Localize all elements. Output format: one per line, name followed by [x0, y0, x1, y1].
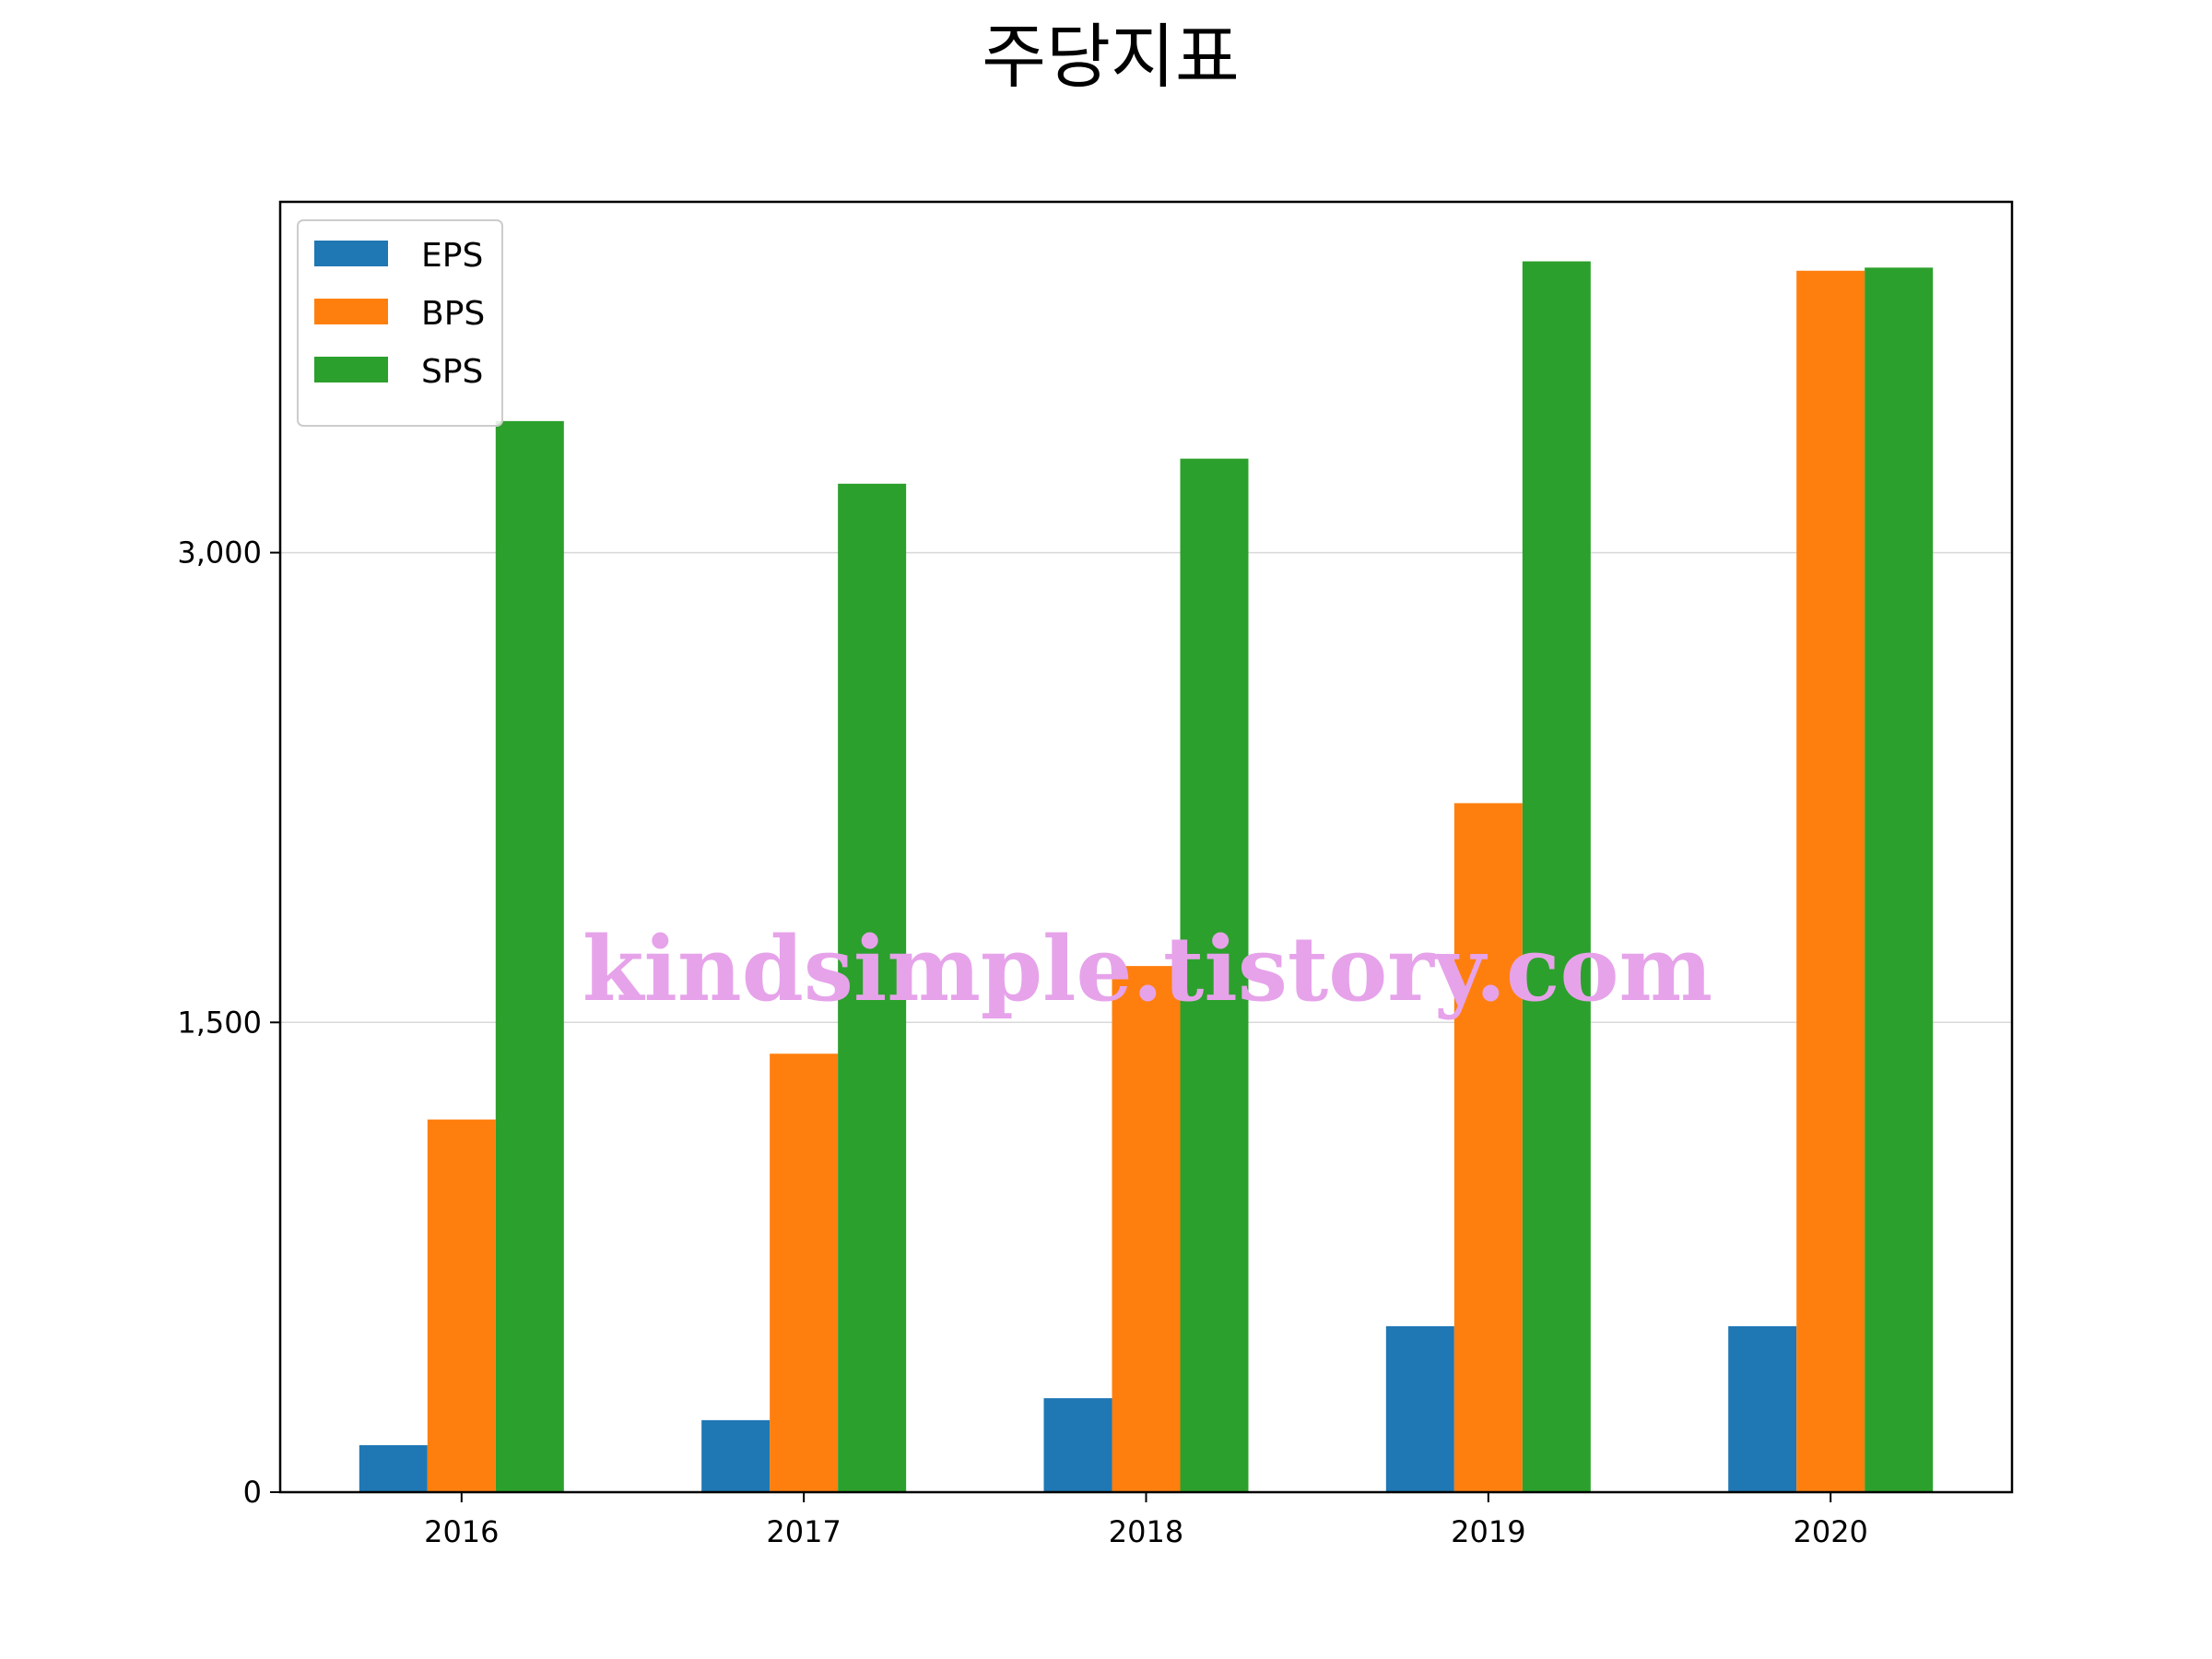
- bar-bps-2019: [1453, 803, 1523, 1492]
- y-tick-label: 1,500: [177, 1005, 262, 1040]
- legend-swatch-sps: [314, 357, 388, 382]
- bar-bps-2017: [770, 1053, 839, 1492]
- bar-bps-2016: [427, 1119, 496, 1492]
- x-tick-label: 2016: [424, 1514, 499, 1549]
- bar-bps-2018: [1112, 966, 1181, 1492]
- legend-swatch-eps: [314, 241, 388, 266]
- bar-eps-2018: [1043, 1398, 1112, 1492]
- bar-sps-2016: [495, 420, 564, 1493]
- chart-title: 주당지표: [982, 16, 1240, 98]
- bar-sps-2020: [1865, 267, 1934, 1492]
- x-tick-label: 2020: [1793, 1514, 1867, 1549]
- x-tick-label: 2019: [1451, 1514, 1525, 1549]
- bar-eps-2016: [359, 1445, 428, 1492]
- y-tick-label: 0: [243, 1475, 262, 1510]
- bar-sps-2017: [838, 483, 907, 1493]
- legend-label-sps: SPS: [421, 353, 483, 391]
- bar-bps-2020: [1796, 270, 1865, 1492]
- bar-eps-2020: [1728, 1325, 1797, 1492]
- bar-sps-2018: [1180, 458, 1249, 1493]
- bars-layer: [359, 261, 1934, 1493]
- legend: EPS BPS SPS: [297, 219, 503, 427]
- bar-eps-2019: [1385, 1325, 1454, 1492]
- legend-label-eps: EPS: [421, 237, 483, 275]
- bar-eps-2017: [701, 1419, 771, 1492]
- x-tick-label: 2018: [1109, 1514, 1183, 1549]
- bar-sps-2019: [1522, 261, 1591, 1492]
- x-tick-label: 2017: [766, 1514, 841, 1549]
- legend-label-bps: BPS: [421, 295, 485, 333]
- legend-swatch-bps: [314, 299, 388, 324]
- y-tick-label: 3,000: [177, 535, 262, 571]
- watermark-text: kindsimple.tistory.com: [582, 917, 1712, 1021]
- axis-layer: 0 1,500 3,000 2016 2017 2018 2019 2020: [177, 535, 1868, 1549]
